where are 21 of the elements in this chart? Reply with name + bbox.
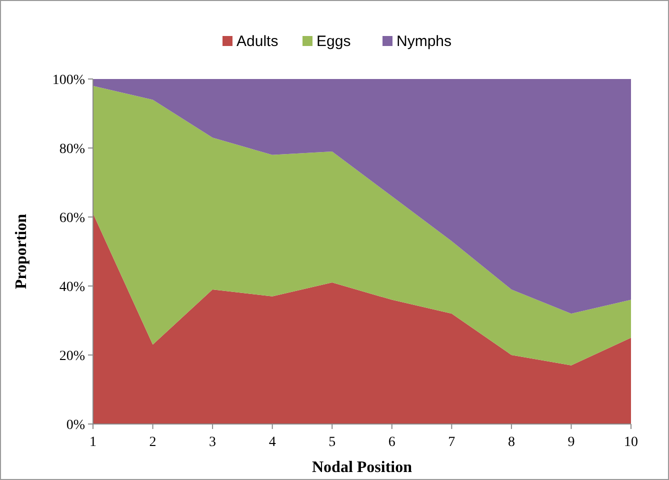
y-tick-label: 0%: [66, 418, 86, 433]
y-tick-label: 40%: [59, 280, 86, 295]
y-axis-title: Proportion: [13, 214, 30, 290]
x-axis-title: Nodal Position: [312, 459, 412, 476]
legend-label: Adults: [236, 33, 278, 50]
x-tick-label: 3: [209, 435, 216, 450]
x-tick-label: 2: [149, 435, 156, 450]
x-tick-label: 7: [448, 435, 456, 450]
x-tick-label: 1: [90, 435, 96, 450]
x-tick-label: 10: [624, 435, 638, 450]
x-tick-label: 9: [568, 435, 575, 450]
y-tick-label: 80%: [59, 142, 86, 157]
y-tick-label: 60%: [59, 210, 86, 226]
y-tick-label: 20%: [59, 348, 86, 364]
x-tick-label: 4: [268, 435, 276, 450]
x-tick-label: 8: [508, 435, 515, 450]
legend-label: Nymphs: [396, 33, 452, 50]
x-tick-label: 5: [328, 435, 336, 450]
legend-label: Eggs: [316, 33, 351, 50]
x-tick-label: 6: [388, 435, 396, 450]
y-tick-label: 100%: [52, 72, 86, 88]
